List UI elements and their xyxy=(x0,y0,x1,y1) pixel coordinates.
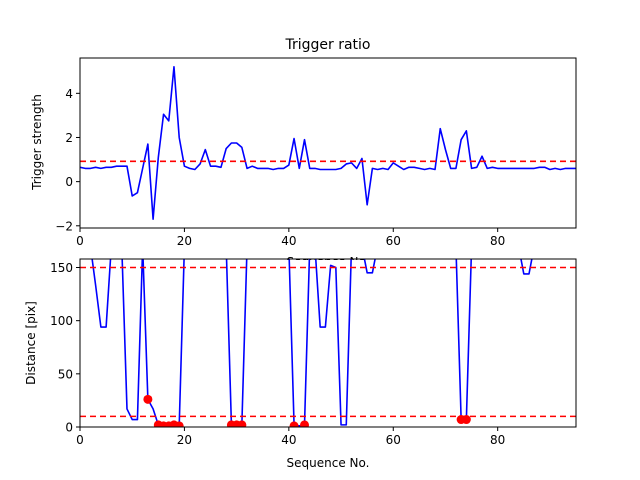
data-point xyxy=(300,420,310,427)
x-tick-label: 60 xyxy=(386,234,401,248)
data-point xyxy=(289,421,299,427)
y-tick-label: 150 xyxy=(50,261,73,275)
data-point xyxy=(461,415,471,425)
y-tick-label: 50 xyxy=(58,367,73,381)
plot-area: 0 20 40 60 80 0 50 100 150 xyxy=(50,258,577,447)
axes-frame xyxy=(79,57,577,229)
axes-frame xyxy=(79,258,577,428)
x-tick-label: 80 xyxy=(490,433,505,447)
x-tick-label: 20 xyxy=(177,234,192,248)
y-axis-label: Trigger strength xyxy=(30,94,44,191)
chart-distance: 0 20 40 60 80 0 50 100 150 Sequence No. Distance… xyxy=(24,258,577,470)
x-tick-label: 40 xyxy=(281,234,296,248)
label-mask xyxy=(80,260,576,271)
chart-title: Trigger ratio xyxy=(284,37,370,53)
y-axis-label: Distance [pix] xyxy=(24,301,38,385)
y-tick-label: 4 xyxy=(65,87,73,101)
x-axis-label: Sequence No. xyxy=(287,456,370,470)
y-tick-label: 0 xyxy=(65,421,73,435)
x-tick-label: 0 xyxy=(76,234,84,248)
data-point xyxy=(143,394,153,404)
x-tick-label: 40 xyxy=(281,433,296,447)
x-tick-label: 20 xyxy=(177,433,192,447)
y-tick-label: 2 xyxy=(65,131,73,145)
series-group xyxy=(80,66,576,220)
x-tick-label: 80 xyxy=(490,234,505,248)
y-tick-label: −2 xyxy=(55,219,73,233)
data-point xyxy=(237,420,247,427)
data-point xyxy=(174,421,184,427)
y-tick-label: 0 xyxy=(65,175,73,189)
series-group xyxy=(80,259,576,427)
x-tick-label: 0 xyxy=(76,433,84,447)
series-line xyxy=(80,66,576,220)
y-tick-label: 100 xyxy=(50,314,73,328)
x-tick-label: 60 xyxy=(386,433,401,447)
